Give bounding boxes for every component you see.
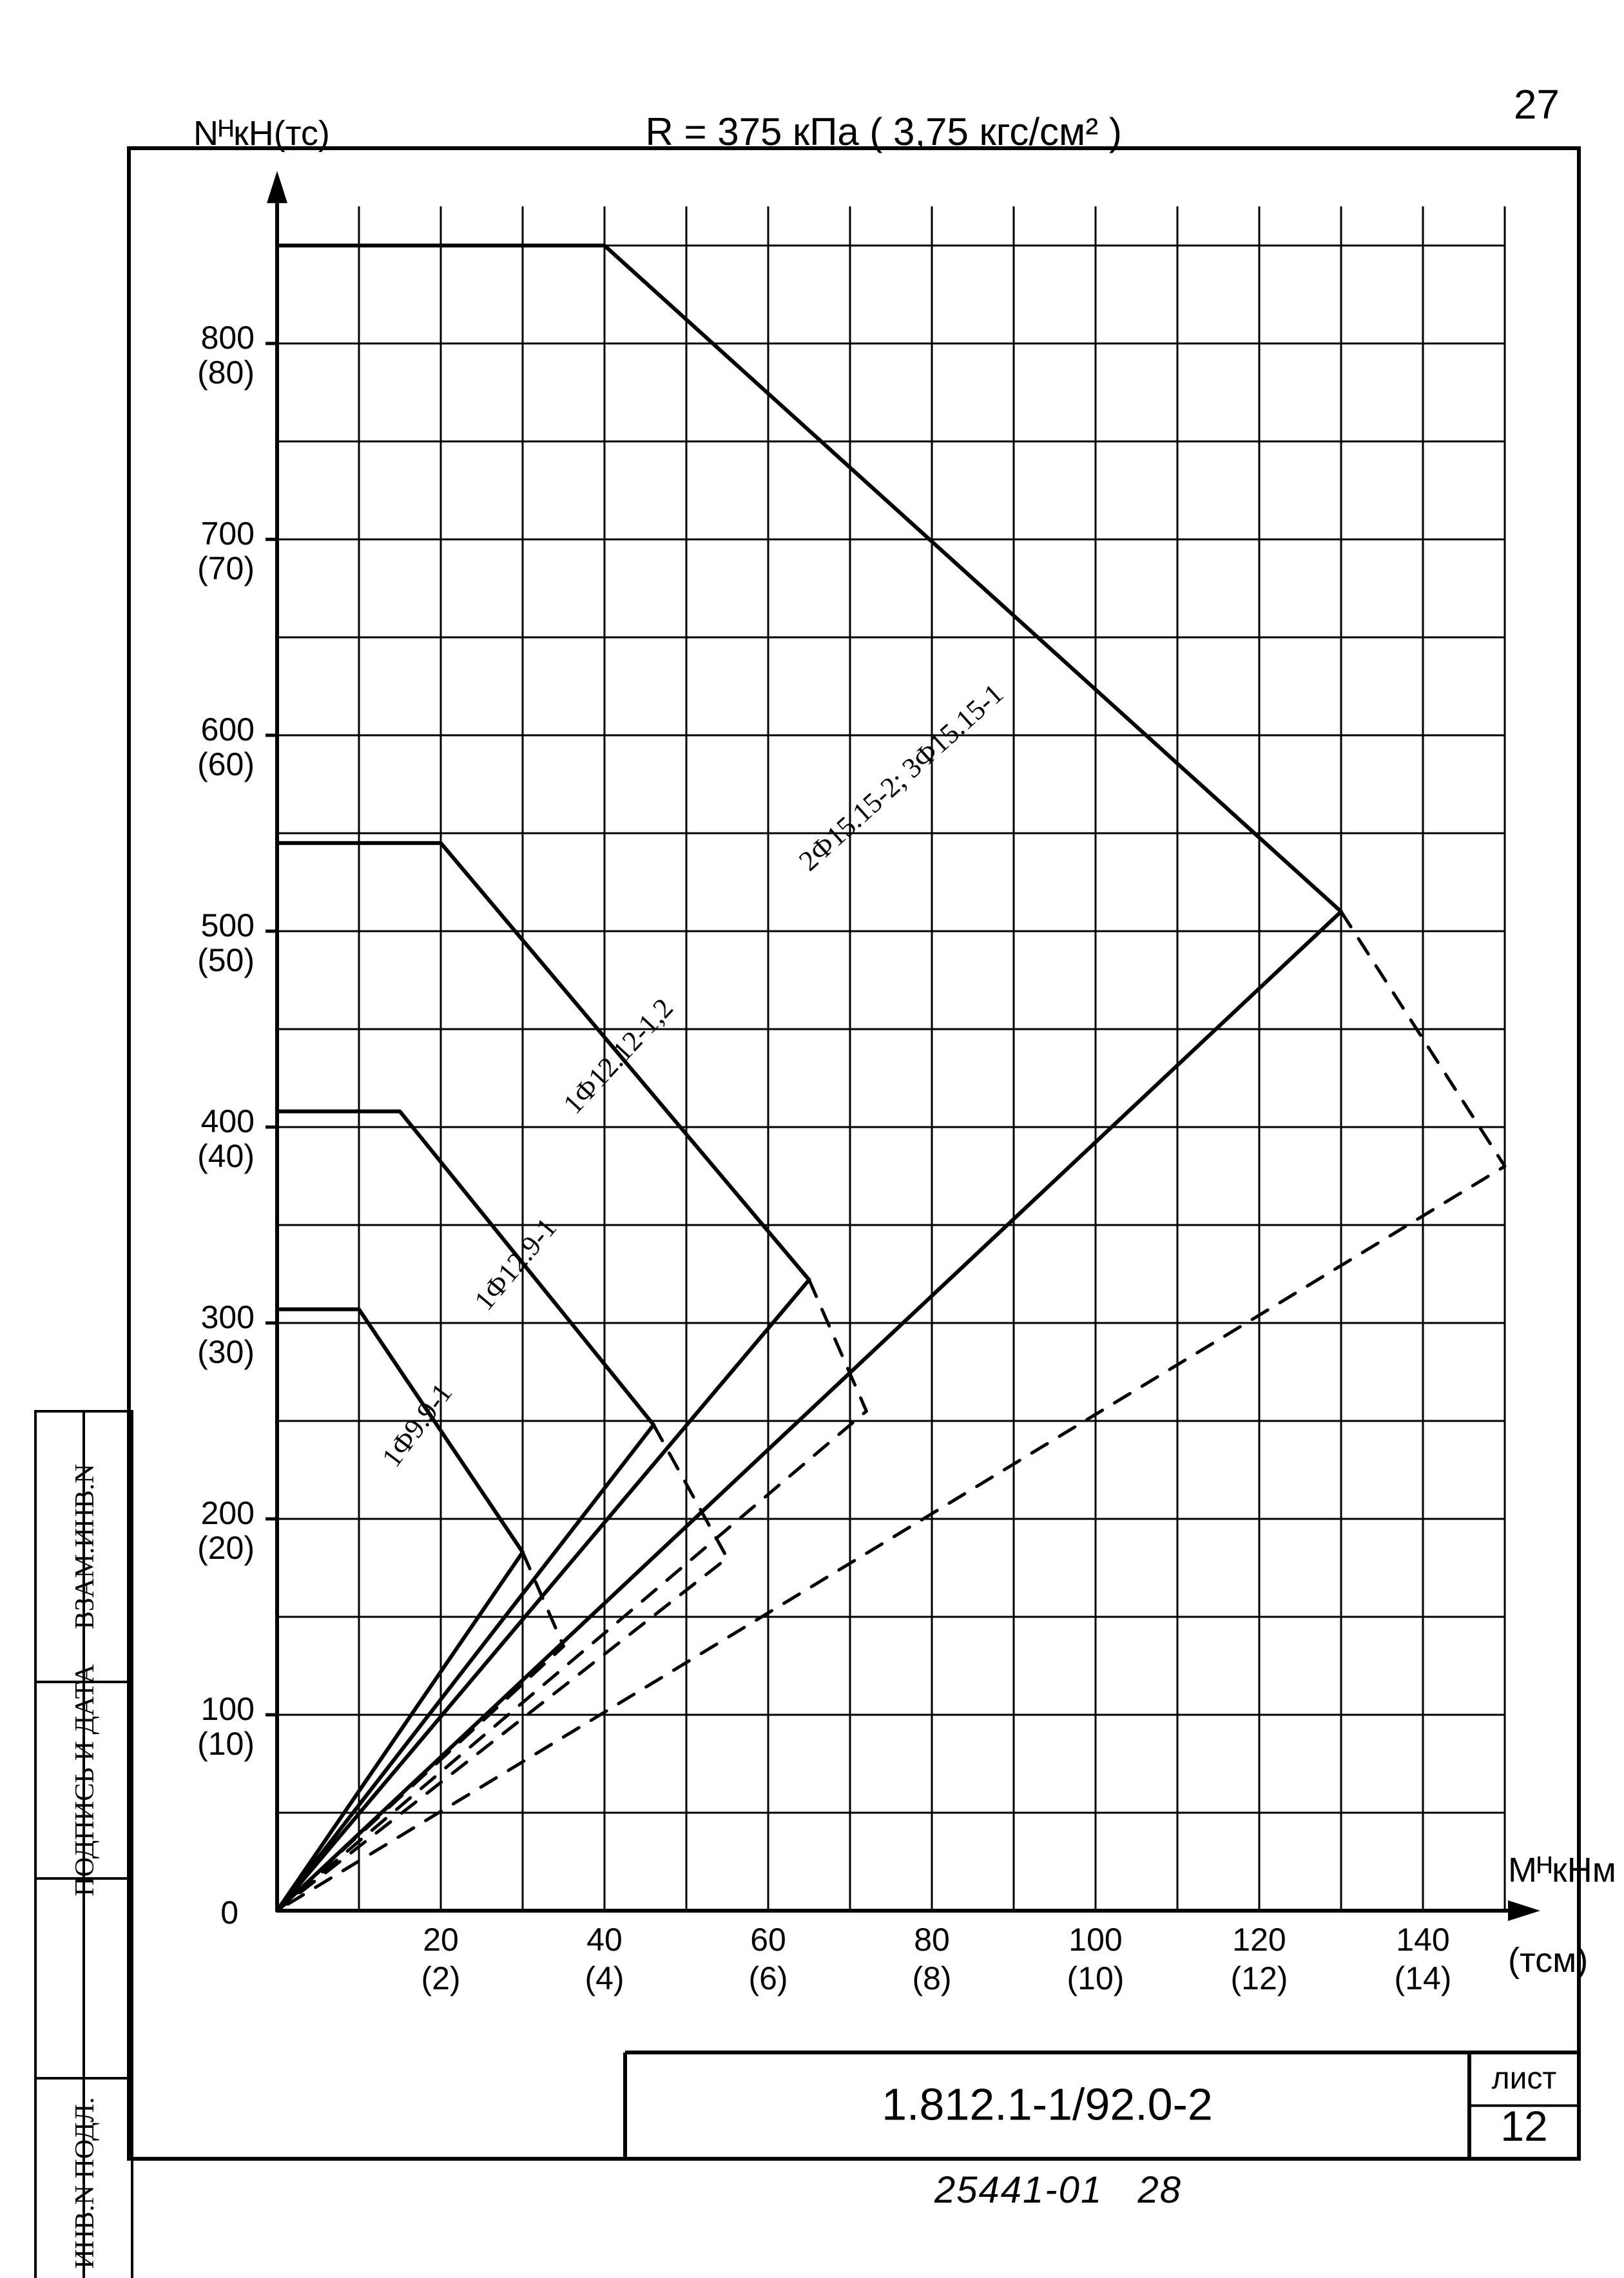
svg-text:(70): (70) <box>197 550 255 586</box>
svg-text:ВЗАМ.ИНВ.N: ВЗАМ.ИНВ.N <box>70 1464 100 1630</box>
svg-text:ПОДПИСЬ И ДАТА: ПОДПИСЬ И ДАТА <box>70 1664 100 1897</box>
svg-text:(10): (10) <box>197 1726 255 1762</box>
svg-text:1Ф12.12-1,2: 1Ф12.12-1,2 <box>557 992 679 1120</box>
chart-svg: ВЗАМ.ИНВ.N ПОДПИСЬ И ДАТА ИНВ.N ПОДЛ. 1.812… <box>0 0 1624 2278</box>
svg-text:(60): (60) <box>197 746 255 782</box>
svg-text:(6): (6) <box>748 1960 788 1996</box>
page: 27 ВЗАМ.ИНВ.NПОДПИСЬ И ДАТАИНВ.N ПОДЛ.1.… <box>0 0 1624 2278</box>
svg-text:(8): (8) <box>912 1960 951 1996</box>
svg-text:200: 200 <box>201 1495 255 1531</box>
svg-text:(12): (12) <box>1231 1960 1288 1996</box>
svg-text:(30): (30) <box>197 1334 255 1370</box>
svg-text:400: 400 <box>201 1103 255 1139</box>
bottom-code: 25441-01 28 <box>934 2172 1182 2209</box>
svg-text:600: 600 <box>201 711 255 748</box>
svg-text:(2): (2) <box>421 1960 460 1996</box>
svg-text:(40): (40) <box>197 1138 255 1174</box>
svg-text:800: 800 <box>201 320 255 356</box>
svg-text:(80): (80) <box>197 354 255 391</box>
svg-text:500: 500 <box>201 907 255 943</box>
svg-text:лист: лист <box>1492 2061 1557 2096</box>
svg-text:NᴴкН(тс): NᴴкН(тс) <box>193 114 330 153</box>
svg-text:12: 12 <box>1500 2102 1547 2150</box>
svg-text:(20): (20) <box>197 1530 255 1566</box>
svg-text:(4): (4) <box>585 1960 624 1996</box>
svg-text:R = 375 кПа ( 3,75 кгс/см² ): R = 375 кПа ( 3,75 кгс/см² ) <box>646 110 1122 153</box>
svg-text:40: 40 <box>586 1922 623 1958</box>
svg-text:100: 100 <box>1068 1922 1122 1958</box>
svg-text:0: 0 <box>220 1895 238 1931</box>
svg-text:(50): (50) <box>197 942 255 978</box>
svg-text:(10): (10) <box>1067 1960 1125 1996</box>
svg-text:60: 60 <box>750 1922 786 1958</box>
svg-text:20: 20 <box>423 1922 459 1958</box>
svg-text:100: 100 <box>201 1691 255 1727</box>
svg-text:300: 300 <box>201 1299 255 1335</box>
svg-text:120: 120 <box>1232 1922 1286 1958</box>
svg-text:1Ф9.9-1: 1Ф9.9-1 <box>376 1377 458 1472</box>
svg-text:1Ф12.9-1: 1Ф12.9-1 <box>468 1212 563 1317</box>
svg-text:80: 80 <box>914 1922 950 1958</box>
svg-text:140: 140 <box>1396 1922 1449 1958</box>
svg-text:ИНВ.N ПОДЛ.: ИНВ.N ПОДЛ. <box>70 2097 100 2268</box>
svg-text:(тсм): (тсм) <box>1508 1941 1588 1980</box>
svg-text:MᴴкНм: MᴴкНм <box>1508 1851 1616 1889</box>
svg-text:2Ф15.15-2; 3Ф15.15-1: 2Ф15.15-2; 3Ф15.15-1 <box>793 677 1009 876</box>
svg-text:700: 700 <box>201 516 255 552</box>
svg-text:(14): (14) <box>1395 1960 1452 1996</box>
svg-text:1.812.1-1/92.0-2: 1.812.1-1/92.0-2 <box>882 2080 1213 2130</box>
